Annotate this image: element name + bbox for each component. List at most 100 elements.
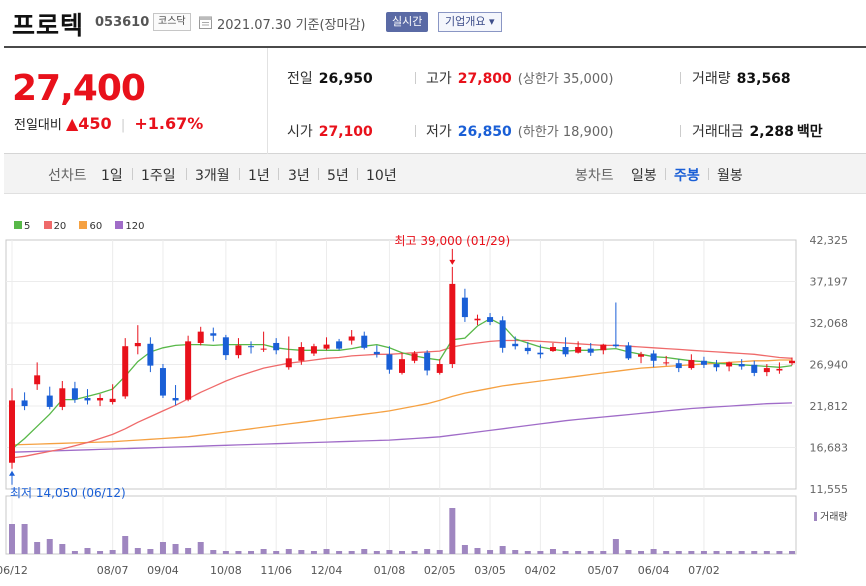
- tab-3year[interactable]: 3년: [288, 168, 310, 184]
- volume-bar: [9, 524, 15, 554]
- volume-bar: [424, 549, 431, 554]
- candle-body: [122, 346, 129, 397]
- legend-ma120: 120: [115, 221, 145, 232]
- volume-bar: [248, 551, 255, 554]
- candle-body: [524, 347, 531, 352]
- candle-body: [348, 336, 355, 341]
- volume-bar: [298, 550, 305, 554]
- calendar-icon: [199, 16, 212, 29]
- tab-5year[interactable]: 5년: [327, 168, 349, 184]
- volume-bar: [386, 550, 393, 554]
- volume-bar: [562, 551, 569, 554]
- tab-daily-candle[interactable]: 일봉: [631, 168, 657, 184]
- candle-body: [197, 331, 204, 343]
- candle-body: [84, 398, 91, 401]
- candle-body: [59, 388, 66, 407]
- candle-body: [34, 375, 41, 385]
- volume-bar: [411, 551, 418, 554]
- candle-body: [210, 333, 217, 336]
- high-annotation: 최고 39,000 (01/29): [394, 234, 510, 248]
- x-tick-label: 04/02: [525, 564, 557, 577]
- realtime-button[interactable]: 실시간: [386, 12, 429, 32]
- candle-body: [71, 388, 78, 400]
- volume-bar: [763, 551, 770, 554]
- volume-bar: [675, 551, 682, 554]
- volume-bar: [399, 551, 405, 554]
- candle-body: [46, 395, 53, 407]
- tab-weekly-candle[interactable]: 주봉: [674, 168, 700, 184]
- high-arrow-head: [449, 259, 456, 265]
- candle-body: [109, 398, 116, 403]
- candle-body: [424, 352, 431, 371]
- candle-body: [336, 341, 343, 349]
- candle-body: [776, 368, 783, 371]
- volume-bar: [738, 551, 745, 554]
- tab-1year[interactable]: 1년: [248, 168, 270, 184]
- volume-bar: [600, 551, 607, 554]
- candle-body: [172, 398, 179, 401]
- candle-body: [235, 345, 242, 356]
- volume-bar: [587, 551, 594, 554]
- candle-body: [21, 400, 28, 407]
- diff-rate: +1.67%: [134, 114, 204, 133]
- series-ma60-line: [11, 359, 792, 446]
- tab-10year[interactable]: 10년: [366, 168, 397, 184]
- x-tick-label: 09/04: [147, 564, 179, 577]
- candle-body: [700, 360, 707, 365]
- volume-bar: [537, 551, 544, 554]
- volume-bar: [84, 548, 91, 554]
- prev-close: 전일 26,950: [287, 71, 373, 87]
- candle-body: [222, 337, 229, 356]
- x-tick-label: 12/04: [311, 564, 343, 577]
- series-ma120-line: [11, 402, 793, 453]
- volume-bar: [222, 551, 229, 554]
- candle-body: [549, 347, 556, 352]
- volume-bar: [134, 548, 141, 554]
- series-ma5-line: [11, 317, 793, 450]
- volume-bar: [310, 551, 317, 554]
- candle-body: [763, 368, 770, 373]
- volume-label: 거래량: [820, 511, 848, 523]
- tab-1day[interactable]: 1일: [101, 168, 123, 184]
- candle-body: [562, 347, 569, 355]
- legend-ma60: 60: [79, 221, 102, 232]
- candle-body: [738, 364, 745, 367]
- candle-body: [436, 364, 443, 373]
- volume-bar: [663, 551, 670, 554]
- candle-body: [386, 354, 393, 370]
- stock-header: 프로텍 053610 코스닥 2021.07.30 기준(장마감) 실시간 기업…: [0, 0, 866, 46]
- candle-body: [373, 351, 380, 355]
- volume-bar: [285, 549, 292, 554]
- legend-ma20: 20: [43, 221, 66, 232]
- volume-bar: [273, 551, 280, 554]
- price-chart[interactable]: 42,325 37,197 32,068 26,940 21,812 16,683 11,5…: [0, 200, 866, 586]
- candle-body: [638, 354, 645, 357]
- volume-bar: [348, 551, 355, 554]
- tab-3month[interactable]: 3개월: [195, 168, 230, 184]
- volume-bar: [97, 551, 104, 554]
- volume-bar: [512, 550, 519, 554]
- company-overview-dropdown[interactable]: 기업개요 ▾: [438, 12, 502, 32]
- candle-body: [474, 318, 481, 321]
- volume-bar: [449, 508, 456, 554]
- open-price: 시가 27,100: [287, 124, 373, 140]
- volume-bar: [612, 539, 619, 554]
- candle-body: [248, 346, 255, 348]
- low-annotation: 최저 14,050 (06/12): [10, 486, 126, 500]
- y-tick-label: 32,068: [810, 317, 849, 330]
- low-arrow-head: [9, 470, 15, 476]
- candle-body: [147, 343, 154, 366]
- y-tick-label: 16,683: [810, 442, 849, 455]
- volume-bar: [789, 551, 795, 554]
- y-tick-label: 42,325: [810, 234, 849, 247]
- volume-bar: [575, 551, 582, 554]
- volume-bar: [336, 551, 343, 554]
- candle-body: [97, 398, 104, 401]
- tab-monthly-candle[interactable]: 월봉: [717, 168, 743, 184]
- x-tick-label: 11/06: [260, 564, 292, 577]
- candle-body: [134, 342, 141, 347]
- volume-bar: [159, 542, 166, 554]
- price-change: 전일대비 ▲450 | +1.67%: [14, 114, 204, 133]
- candle-chart-label: 봉차트: [575, 168, 614, 184]
- tab-1week[interactable]: 1주일: [141, 168, 176, 184]
